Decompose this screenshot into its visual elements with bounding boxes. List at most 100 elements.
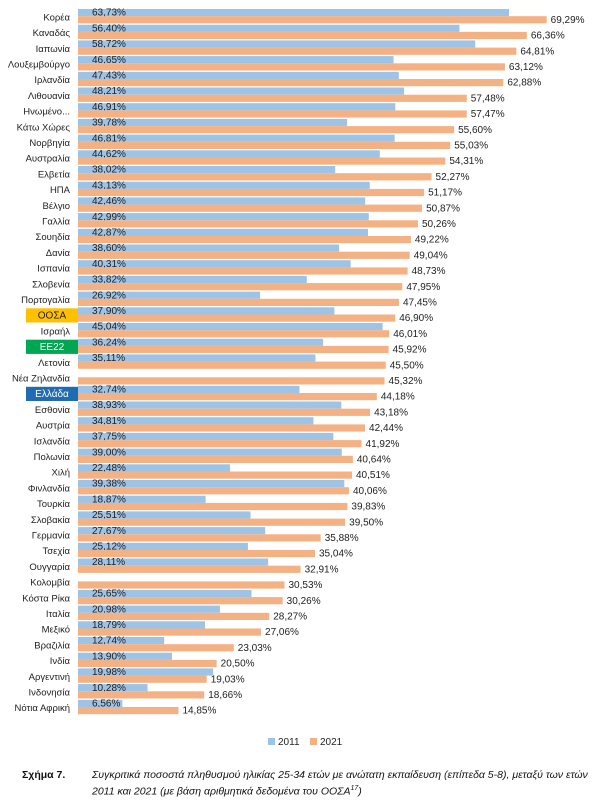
bar-2011	[78, 605, 220, 613]
bar-2011	[78, 323, 383, 331]
bar-2011	[78, 542, 248, 550]
value-label-2021: 39,50%	[349, 517, 383, 528]
bar-2021	[78, 675, 207, 683]
bar-2011	[78, 71, 399, 79]
category-label: Ελβετία	[38, 169, 71, 180]
value-label-2021: 45,50%	[390, 360, 424, 371]
value-label-2021: 18,66%	[208, 690, 242, 701]
value-label-2021: 45,92%	[393, 345, 427, 356]
bar-2021	[78, 612, 270, 620]
category-label: Τσεχία	[43, 546, 71, 557]
category-label: Λιθουανία	[28, 91, 71, 102]
value-label-2011: 25,51%	[92, 510, 126, 521]
value-label-2011: 22,48%	[92, 463, 126, 474]
category-label: Αργεντινή	[29, 672, 70, 683]
caption-number: Σχήμα 7.	[22, 769, 66, 781]
category-label: Ιρλανδία	[34, 75, 70, 86]
bar-2011	[78, 260, 351, 268]
bar-2021	[78, 204, 423, 212]
value-label-2021: 45,32%	[389, 376, 423, 387]
category-label: Κορέα	[43, 12, 70, 23]
category-label: Αυστραλία	[26, 154, 71, 165]
value-label-2011: 25,65%	[92, 589, 126, 600]
category-label: Νέα Ζηλανδία	[12, 373, 71, 384]
bar-2011	[78, 275, 307, 284]
bar-2011	[78, 244, 340, 252]
bar-2021	[78, 691, 205, 699]
bar-2011	[78, 166, 336, 174]
bar-2011	[78, 118, 348, 127]
value-label-2021: 19,03%	[211, 674, 245, 685]
value-label-2021: 35,04%	[319, 549, 353, 560]
category-label: Ισλανδία	[34, 436, 71, 447]
bar-2011	[78, 181, 370, 189]
category-label: ΕΕ22	[40, 342, 65, 353]
bar-2021	[78, 377, 385, 385]
category-label: Γερμανία	[32, 530, 71, 541]
value-label-2021: 23,03%	[238, 643, 272, 654]
value-label-2011: 44,62%	[92, 149, 126, 160]
category-label: Δανία	[46, 248, 71, 259]
value-label-2021: 51,17%	[428, 188, 462, 199]
category-label: Σλοβενία	[32, 279, 70, 290]
category-label: Ισπανία	[37, 264, 70, 275]
value-label-2011: 12,74%	[92, 636, 126, 647]
bar-2021	[78, 236, 411, 244]
category-label: Ουγγαρία	[29, 562, 70, 573]
value-label-2011: 42,87%	[92, 228, 126, 239]
bar-2021	[78, 408, 371, 416]
value-label-2021: 50,26%	[422, 219, 456, 230]
bar-2021	[78, 188, 425, 197]
category-label: Νορβηγία	[29, 138, 70, 149]
bar-2021	[78, 126, 455, 134]
category-label: Πολωνία	[34, 452, 71, 463]
category-label: Ιαπωνία	[36, 44, 71, 55]
bar-2021	[78, 440, 362, 448]
value-label-2011: 39,38%	[92, 479, 126, 490]
bar-2021	[78, 518, 346, 526]
value-label-2011: 45,04%	[92, 322, 126, 333]
bar-2021	[78, 707, 179, 715]
value-label-2011: 34,81%	[92, 416, 126, 427]
bar-2011	[78, 637, 165, 645]
bar-2011	[78, 354, 316, 362]
bar-2011	[78, 558, 269, 566]
category-label: Τουρκία	[37, 499, 71, 510]
bar-2011	[78, 385, 300, 393]
value-label-2021: 57,48%	[471, 93, 505, 104]
bar-2011	[78, 480, 345, 488]
bar-2021	[78, 330, 390, 338]
value-label-2021: 47,95%	[406, 282, 440, 293]
bar-2011	[78, 432, 334, 441]
value-label-2021: 57,47%	[471, 109, 505, 120]
value-label-2021: 52,27%	[436, 172, 470, 183]
value-label-2011: 18,79%	[92, 620, 126, 631]
value-label-2021: 14,85%	[182, 706, 216, 717]
category-label: Πορτογαλία	[21, 295, 70, 306]
bar-2011	[78, 307, 335, 315]
bar-2021	[78, 628, 262, 636]
bar-2021	[78, 31, 527, 40]
value-label-2011: 46,65%	[92, 55, 126, 66]
value-label-2011: 42,46%	[92, 196, 126, 207]
value-label-2021: 39,83%	[351, 502, 385, 513]
value-label-2011: 37,75%	[92, 432, 126, 443]
bar-2021	[78, 157, 446, 165]
bar-2011	[78, 150, 380, 158]
bar-2021	[78, 361, 386, 369]
bar-2021	[78, 424, 366, 432]
bar-2021	[78, 550, 316, 558]
value-label-2021: 55,03%	[454, 141, 488, 152]
value-label-2021: 30,26%	[287, 596, 321, 607]
bar-2011	[78, 699, 123, 707]
value-label-2021: 41,92%	[366, 439, 400, 450]
category-label: Σουηδία	[35, 232, 70, 243]
value-label-2011: 46,91%	[92, 102, 126, 113]
value-label-2011: 36,24%	[92, 337, 126, 348]
category-label: Νότια Αφρική	[14, 703, 70, 714]
bar-2011	[78, 652, 173, 660]
value-label-2021: 40,51%	[356, 470, 390, 481]
bar-2011	[78, 87, 405, 95]
bar-2021	[78, 455, 353, 463]
value-label-2011: 32,74%	[92, 385, 126, 396]
